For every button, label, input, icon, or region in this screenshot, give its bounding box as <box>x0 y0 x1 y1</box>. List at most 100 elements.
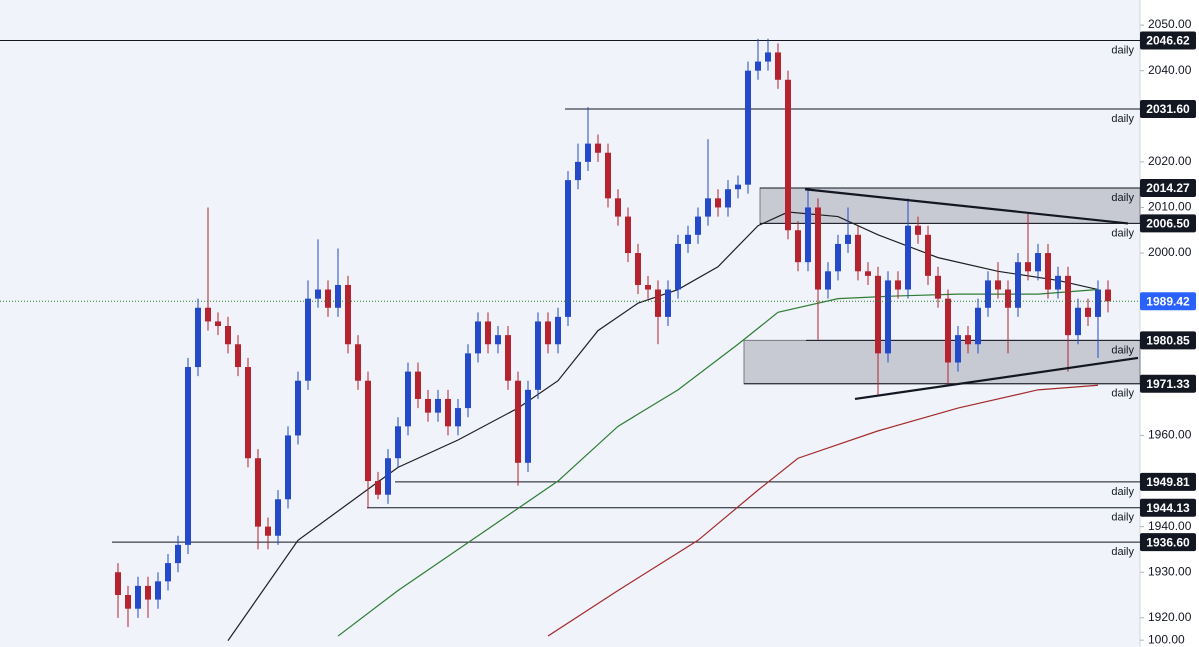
candle-body <box>465 353 471 409</box>
candle-body <box>515 380 521 463</box>
candle-body <box>435 398 441 413</box>
candle-body <box>115 572 121 596</box>
candle-body <box>135 585 141 609</box>
level-tag: daily <box>1111 512 1134 524</box>
candle-body <box>745 70 751 185</box>
candle-body <box>1085 307 1091 317</box>
candle-body <box>815 207 821 290</box>
candle-body <box>315 289 321 299</box>
candle-body <box>425 398 431 413</box>
candle-body <box>1055 275 1061 290</box>
candle-body <box>705 198 711 217</box>
candle-body <box>445 398 451 427</box>
candle-body <box>375 481 381 495</box>
candle-body <box>625 216 631 254</box>
candle-body <box>595 143 601 153</box>
level-label-box <box>1140 472 1196 491</box>
candle-body <box>995 280 1001 290</box>
candle-body <box>335 284 341 308</box>
candle-body <box>235 344 241 368</box>
candle-body <box>295 380 301 436</box>
candle-body <box>415 371 421 399</box>
candle-body <box>555 316 561 345</box>
y-tick-label: 1960.00 <box>1148 428 1192 442</box>
level-label-box <box>1140 533 1196 552</box>
moving-average <box>227 211 1099 641</box>
candle-body <box>395 426 401 459</box>
candle-body <box>495 335 501 345</box>
level-label: 2031.60 <box>1146 102 1190 116</box>
candle-body <box>565 180 571 317</box>
y-tick-label: 2050.00 <box>1148 17 1192 31</box>
candle-body <box>835 243 841 272</box>
last-price-box <box>1140 292 1196 311</box>
y-tick-label: 1940.00 <box>1148 519 1192 533</box>
level-tag: daily <box>1111 546 1134 558</box>
candle-body <box>155 581 161 600</box>
candle-body <box>345 284 351 345</box>
candle-body <box>755 61 761 71</box>
candle-body <box>195 307 201 368</box>
candle-body <box>725 189 731 208</box>
level-label-box <box>1140 178 1196 197</box>
level-label-box <box>1140 31 1196 50</box>
candle-body <box>665 289 671 317</box>
candle-body <box>825 271 831 290</box>
candle-body <box>905 225 911 290</box>
level-label-box <box>1140 498 1196 517</box>
candle-body <box>205 307 211 322</box>
candle-body <box>945 298 951 363</box>
candle-body <box>535 321 541 390</box>
support-zone <box>743 339 1141 385</box>
candle-body <box>475 321 481 354</box>
level-tag: daily <box>1111 227 1134 239</box>
level-label: 1971.33 <box>1146 377 1190 391</box>
candle-body <box>1005 289 1011 308</box>
level-tag: daily <box>1111 192 1134 204</box>
candle-body <box>785 79 791 231</box>
y-tick-label: 1920.00 <box>1148 610 1192 624</box>
candle-body <box>185 367 191 545</box>
y-tick-label: 2020.00 <box>1148 154 1192 168</box>
candle-body <box>765 52 771 62</box>
candle-body <box>1045 253 1051 290</box>
candle-body <box>915 225 921 235</box>
candle-body <box>225 326 231 345</box>
level-tag: daily <box>1111 388 1134 400</box>
candle-body <box>605 152 611 199</box>
candle-body <box>285 435 291 500</box>
candle-body <box>715 198 721 208</box>
candle-body <box>545 321 551 345</box>
candle-body <box>735 184 741 190</box>
candle-body <box>685 234 691 244</box>
candle-body <box>615 198 621 217</box>
candle-body <box>1015 262 1021 308</box>
level-label: 2006.50 <box>1146 217 1190 231</box>
y-tick-label: 1930.00 <box>1148 564 1192 578</box>
y-tick-label: 100.00 <box>1148 632 1185 646</box>
candle-body <box>795 230 801 263</box>
candle-body <box>845 234 851 244</box>
candle-body <box>455 408 461 427</box>
candle-body <box>955 335 961 363</box>
candle-body <box>985 280 991 308</box>
level-label: 2014.27 <box>1146 181 1190 195</box>
level-label-box <box>1140 331 1196 350</box>
last-price-label: 1989.42 <box>1146 294 1190 308</box>
candle-body <box>1025 262 1031 272</box>
candle-body <box>355 344 361 381</box>
candle-body <box>145 585 151 600</box>
candle-body <box>855 234 861 272</box>
candle-body <box>125 595 131 609</box>
candle-body <box>875 275 881 354</box>
candle-body <box>965 335 971 345</box>
candle-body <box>325 289 331 308</box>
candle-body <box>1095 289 1101 317</box>
candle-body <box>865 271 871 276</box>
level-label-box <box>1140 99 1196 118</box>
level-tag: daily <box>1111 44 1134 56</box>
candle-body <box>775 52 781 80</box>
candle-body <box>505 335 511 381</box>
candle-body <box>175 544 181 564</box>
